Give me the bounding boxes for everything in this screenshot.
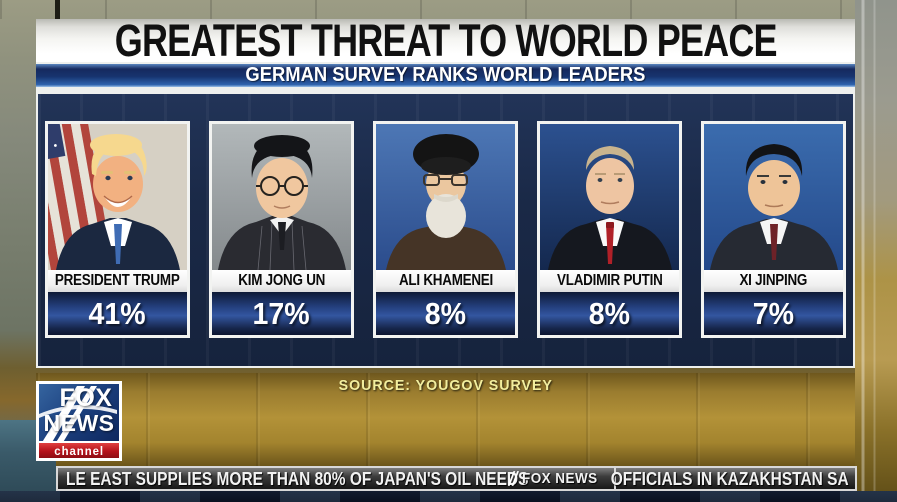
leader-percent: 8%: [424, 295, 467, 331]
source-attribution: SOURCE: YOUGOV SURVEY: [36, 377, 855, 395]
ticker-right-segment: OFFICIALS IN KAZAKHSTAN SA: [572, 469, 849, 489]
portrait-putin-photo: [540, 124, 679, 270]
leader-name-bar: XI JINPING: [704, 270, 843, 292]
leader-percent: 41%: [88, 295, 147, 331]
leader-name: ALI KHAMENEI: [398, 272, 493, 289]
channel-label: channel: [54, 443, 104, 458]
leader-name-bar: KIM JONG UN: [212, 270, 351, 292]
title-banner: GREATEST THREAT TO WORLD PEACE: [36, 19, 855, 62]
ticker-left-text: LE EAST SUPPLIES MORE THAN 80% OF JAPAN'…: [66, 469, 529, 489]
channel-band: channel: [39, 441, 119, 458]
graphic-subtitle: GERMAN SURVEY RANKS WORLD LEADERS: [245, 64, 646, 86]
leader-percent-bar: 8%: [376, 292, 515, 335]
fox-news-logo: FOX NEWS channel: [36, 381, 122, 461]
leader-name-bar: VLADIMIR PUTIN: [540, 270, 679, 292]
leader-name-bar: PRESIDENT TRUMP: [48, 270, 187, 292]
survey-graphic: GREATEST THREAT TO WORLD PEACE GERMAN SU…: [36, 19, 855, 368]
leader-percent: 7%: [752, 295, 795, 331]
subtitle-bar: GERMAN SURVEY RANKS WORLD LEADERS: [36, 64, 855, 87]
portrait-xi-photo: [704, 124, 843, 270]
ticker-brand-text: FOX NEWS: [522, 470, 598, 487]
leader-card-kim: KIM JONG UN 17%: [209, 121, 354, 338]
bottom-dark-band: [0, 491, 897, 502]
leader-cards: PRESIDENT TRUMP 41%: [38, 94, 853, 338]
leader-name: PRESIDENT TRUMP: [55, 272, 180, 289]
news-ticker: LE EAST SUPPLIES MORE THAN 80% OF JAPAN'…: [56, 466, 857, 491]
portrait-khamenei-photo: [376, 124, 515, 270]
leader-percent: 17%: [252, 295, 311, 331]
ticker-divider: [614, 468, 616, 489]
portrait-kim-photo: [212, 124, 351, 270]
ticker-left-segment: LE EAST SUPPLIES MORE THAN 80% OF JAPAN'…: [66, 469, 604, 489]
graphic-header: GREATEST THREAT TO WORLD PEACE GERMAN SU…: [36, 19, 855, 92]
source-text: SOURCE: YOUGOV SURVEY: [338, 377, 553, 394]
searchlight-beams-icon: [39, 386, 117, 444]
ticker-brand: FOX NEWS: [506, 470, 606, 487]
leader-name: VLADIMIR PUTIN: [556, 272, 663, 289]
leader-card-putin: VLADIMIR PUTIN 8%: [537, 121, 682, 338]
leader-name-bar: ALI KHAMENEI: [376, 270, 515, 292]
leader-card-xi: XI JINPING 7%: [701, 121, 846, 338]
wall-dark-post: [55, 0, 60, 19]
leaders-panel: PRESIDENT TRUMP 41%: [36, 92, 855, 368]
leader-card-khamenei: ALI KHAMENEI 8%: [373, 121, 518, 338]
ticker-right-text: OFFICIALS IN KAZAKHSTAN SA: [611, 469, 849, 489]
leader-percent-bar: 17%: [212, 292, 351, 335]
gold-studio-backdrop: [36, 373, 855, 466]
graphic-title: GREATEST THREAT TO WORLD PEACE: [114, 19, 778, 62]
fox-logo-line2: NEWS: [43, 410, 115, 436]
leader-percent-bar: 7%: [704, 292, 843, 335]
leader-name: XI JINPING: [739, 272, 808, 289]
fox-slash-icon: [507, 471, 519, 486]
leader-percent-bar: 8%: [540, 292, 679, 335]
right-metal-pillar: [855, 0, 897, 502]
wall-panel-seams: [0, 0, 897, 19]
leader-percent: 8%: [588, 295, 631, 331]
portrait-trump-photo: [48, 124, 187, 270]
leader-card-trump: PRESIDENT TRUMP 41%: [45, 121, 190, 338]
leader-name: KIM JONG UN: [238, 272, 325, 289]
fox-logo-line1: FOX: [59, 384, 113, 412]
fox-logo-text: FOX NEWS: [39, 386, 119, 435]
leader-percent-bar: 41%: [48, 292, 187, 335]
